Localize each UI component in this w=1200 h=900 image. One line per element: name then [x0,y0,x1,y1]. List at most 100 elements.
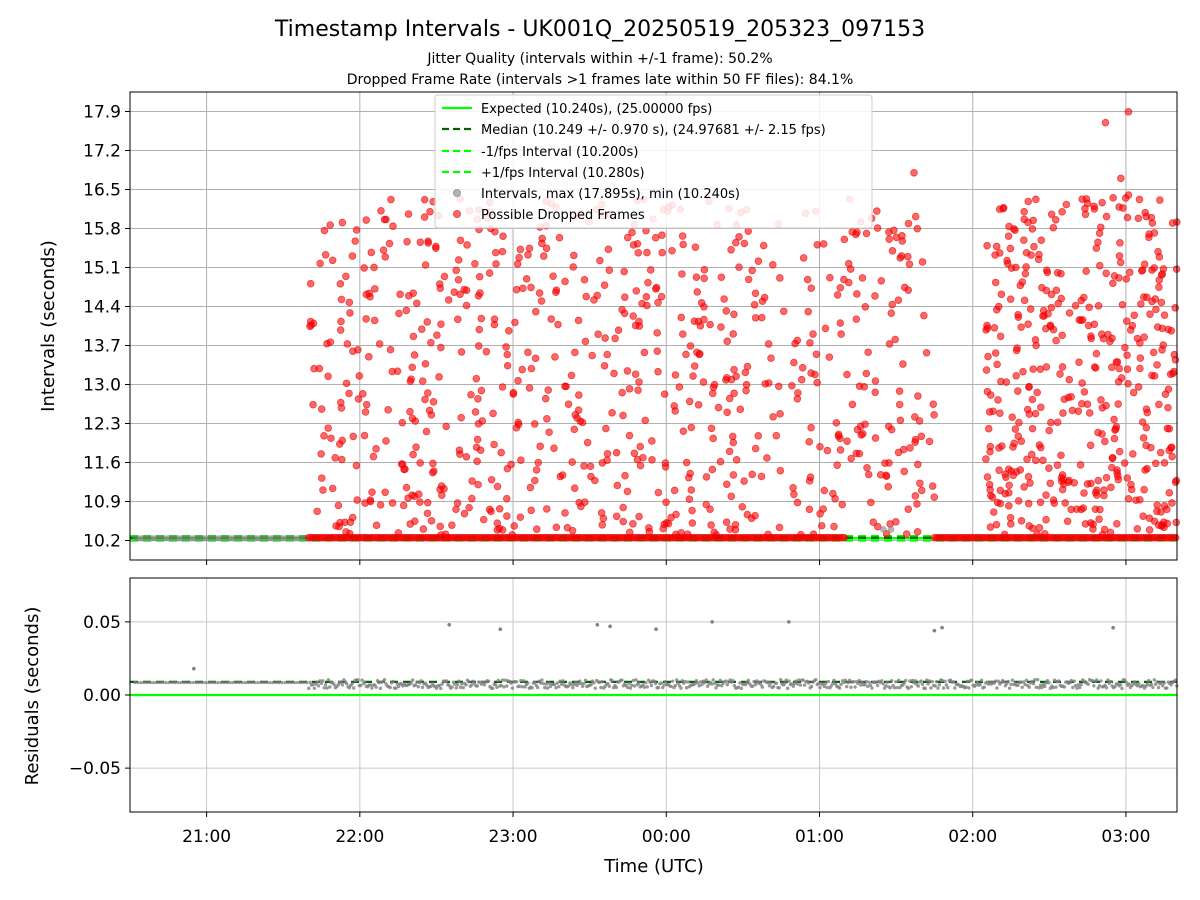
dropped-frame-point [372,445,380,453]
intervals-y-tick-label: 17.9 [83,103,121,123]
dropped-frame-point [1047,210,1056,219]
dropped-frame-point [679,240,688,249]
dropped-frame-point [1152,305,1160,314]
dropped-frame-point [657,292,666,301]
residual-point [857,678,862,683]
residual-point [555,681,560,685]
residual-point [896,678,901,683]
dropped-frame-point [985,408,994,416]
dropped-frame-point [929,400,938,408]
dropped-frame-point [1027,251,1035,259]
dropped-frame-point [670,486,679,495]
dropped-frame-point [320,431,328,440]
residual-point [558,679,562,683]
residual-point [797,678,801,682]
residual-point [750,684,755,688]
dropped-frame-point [735,233,743,241]
dropped-frame-point [1102,269,1110,278]
dropped-frame-point [836,283,845,292]
dropped-frame-point [1158,324,1167,333]
dropped-frame-point [1150,264,1159,272]
residual-outlier-point [654,627,658,631]
dropped-frame-point [654,367,662,376]
residual-point [864,679,869,684]
residual-point [648,680,652,684]
residuals-y-axis-label: Residuals (seconds) [22,607,43,786]
residual-point [802,683,807,687]
residual-point [295,680,300,685]
residual-point [1160,684,1165,688]
dropped-frame-point [638,299,646,308]
dropped-frame-point [885,228,893,236]
residual-point [1002,680,1006,684]
dropped-frame-point [1120,459,1129,467]
dropped-frame-point [411,517,419,526]
dropped-frame-point [531,476,539,485]
dropped-frame-point [549,272,557,280]
dropped-frame-point [1025,382,1033,391]
residual-point [1057,679,1061,683]
dropped-frame-point [634,386,642,395]
dropped-frame-point [453,499,462,507]
dropped-frame-point [864,470,873,479]
residual-point [517,684,522,688]
dropped-frame-point [1141,466,1149,474]
residual-point [1069,678,1074,683]
residual-point [967,686,971,690]
dropped-frame-point [758,297,767,306]
dropped-frame-point [1030,242,1038,251]
residual-point [745,681,749,685]
dropped-frame-point [911,212,920,221]
dropped-frame-point [744,275,753,284]
residual-point [305,680,309,685]
dropped-frame-point [596,256,604,265]
dropped-frame-point [610,369,618,378]
dropped-frame-point [619,517,628,526]
dropped-frame-point [1031,409,1040,418]
dropped-frame-point [456,450,464,458]
dropped-frame-point [779,307,788,316]
dropped-frame-point [412,443,420,451]
dropped-frame-point [1140,485,1148,494]
residual-point [1120,686,1124,691]
dropped-frame-point [904,505,913,513]
residual-point [182,680,186,685]
dropped-frame-point [1046,479,1055,488]
dropped-frame-point [475,272,484,281]
dropped-frame-point [360,264,368,272]
residual-point [614,685,619,690]
dropped-frame-point [346,518,355,526]
dropped-frame-point [550,444,558,452]
dropped-frame-point [524,348,532,357]
residual-point [222,680,226,685]
dropped-frame-point [531,354,540,363]
chart-subtitle-dropped: Dropped Frame Rate (intervals >1 frames … [347,72,854,88]
dropped-frame-point [911,492,920,500]
residual-point [642,685,647,689]
dropped-frame-point [342,528,350,536]
dropped-frame-point [1031,456,1040,465]
residual-point [675,678,679,682]
dropped-frame-point [620,267,628,276]
dropped-frame-point [861,303,870,311]
dropped-frame-point [1102,473,1111,482]
residual-point [514,680,519,684]
residual-point [925,678,929,682]
dropped-frame-point [442,422,450,431]
dropped-frame-point [427,517,436,525]
dropped-frame-point [732,456,741,464]
residual-point [979,678,984,683]
residual-point [1106,678,1110,682]
dropped-frame-point [398,418,407,427]
residual-point [510,686,515,690]
dropped-frame-point [840,235,849,244]
dropped-frame-point [436,485,444,494]
residual-point [541,681,546,686]
dropped-frame-point [454,256,463,264]
dropped-frame-point [542,505,551,513]
dropped-frame-point [1044,310,1052,318]
dropped-frame-point [1098,530,1107,539]
dropped-frame-point [1145,230,1153,238]
residual-point [913,679,918,683]
